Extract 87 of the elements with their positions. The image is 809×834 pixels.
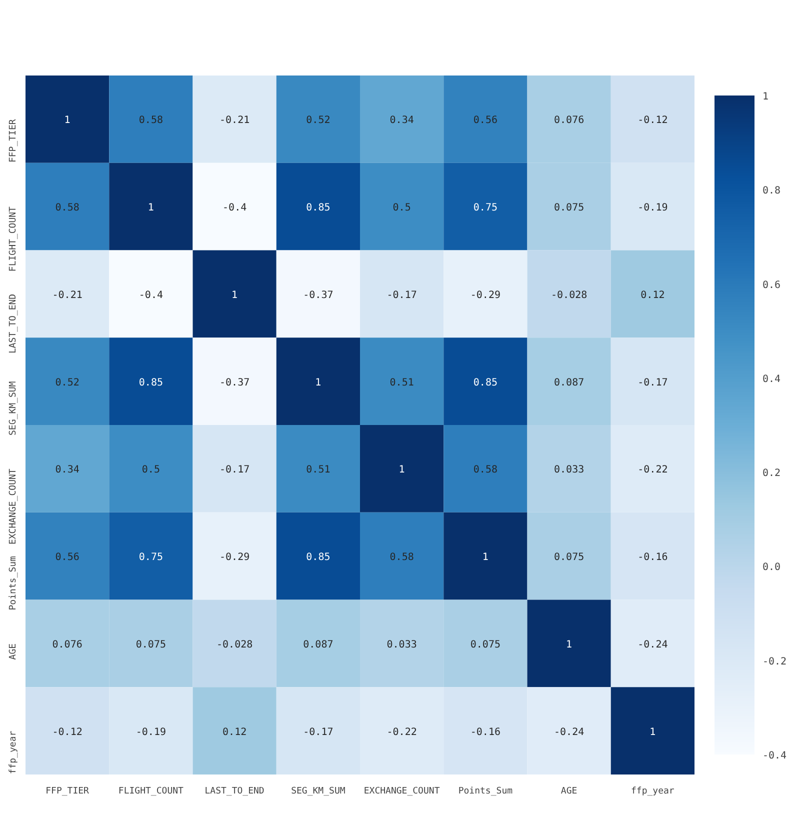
data-label: -0.028 xyxy=(216,639,253,650)
x-tick-label: FLIGHT_COUNT xyxy=(118,786,184,796)
data-label: 0.58 xyxy=(390,552,414,564)
data-label: 0.85 xyxy=(306,552,330,564)
color-bar-label: 0.0 xyxy=(762,562,781,574)
data-label: 0.075 xyxy=(470,639,500,650)
data-label: -0.22 xyxy=(638,464,668,476)
data-label: 0.75 xyxy=(138,552,163,564)
y-tick-label: EXCHANGE_COUNT xyxy=(8,468,18,545)
data-label: 0.033 xyxy=(554,464,584,476)
data-label: -0.16 xyxy=(470,726,500,738)
data-label: 0.075 xyxy=(554,202,584,214)
data-label: 0.85 xyxy=(138,377,163,388)
data-label: 1 xyxy=(650,726,656,738)
data-label: -0.24 xyxy=(638,639,668,650)
data-label: 0.75 xyxy=(473,202,498,214)
data-label: 0.34 xyxy=(55,464,80,476)
x-tick-label: EXCHANGE_COUNT xyxy=(364,786,440,796)
data-label: -0.17 xyxy=(386,290,417,301)
color-bar-label: -0.4 xyxy=(762,750,787,762)
data-label: -0.028 xyxy=(551,290,588,301)
data-label: 0.52 xyxy=(306,115,330,126)
x-tick-label: FFP_TIER xyxy=(46,786,90,796)
data-label: 0.076 xyxy=(52,639,82,650)
x-tick-label: SEG_KM_SUM xyxy=(291,786,346,796)
data-label: 1 xyxy=(315,377,322,388)
data-label: -0.12 xyxy=(638,115,668,126)
data-label: 1 xyxy=(398,464,405,476)
data-label: 0.075 xyxy=(554,552,584,564)
data-label: -0.29 xyxy=(220,552,250,564)
data-label: 0.56 xyxy=(473,115,498,126)
data-label: 0.076 xyxy=(554,115,584,126)
data-label: 0.087 xyxy=(554,377,584,388)
data-label: -0.21 xyxy=(220,115,250,126)
data-label: 0.075 xyxy=(136,639,166,650)
data-label: 1 xyxy=(482,552,488,564)
data-label: -0.37 xyxy=(303,290,334,301)
data-label: 0.34 xyxy=(390,115,414,126)
x-tick-label: ffp_year xyxy=(631,786,675,796)
data-label: -0.4 xyxy=(138,290,163,301)
data-label: 0.58 xyxy=(473,464,498,476)
data-label: -0.17 xyxy=(220,464,250,476)
y-tick-label: AGE xyxy=(8,643,18,660)
data-label: 1 xyxy=(566,639,572,650)
y-tick-label: FLIGHT_COUNT xyxy=(8,206,18,272)
data-label: 0.52 xyxy=(55,377,80,388)
y-tick-label: SEG_KM_SUM xyxy=(8,380,18,436)
data-label: -0.21 xyxy=(52,290,82,301)
color-bar-label: 0.2 xyxy=(762,468,781,480)
data-label: 0.58 xyxy=(138,115,163,126)
data-label: 1 xyxy=(64,115,70,126)
data-label: 0.85 xyxy=(306,202,330,214)
data-label: 0.5 xyxy=(142,464,160,476)
data-label: 0.85 xyxy=(473,377,498,388)
data-label: 0.51 xyxy=(390,377,414,388)
color-bar-label: -0.2 xyxy=(762,656,787,668)
x-tick-label: Points_Sum xyxy=(458,786,513,796)
color-bar-label: 0.6 xyxy=(762,280,781,291)
data-label: 0.56 xyxy=(55,552,80,564)
color-bar-label: 1 xyxy=(762,92,769,102)
color-bar-label: 0.4 xyxy=(762,374,781,385)
y-tick-label: LAST_TO_END xyxy=(8,294,18,354)
data-label: -0.17 xyxy=(638,377,668,388)
data-label: -0.29 xyxy=(470,290,500,301)
x-tick-label: AGE xyxy=(560,786,578,796)
data-label: -0.37 xyxy=(220,377,250,388)
data-label: 0.087 xyxy=(303,639,334,650)
data-label: -0.16 xyxy=(638,552,668,564)
data-label: 1 xyxy=(232,290,238,301)
data-label: 0.58 xyxy=(55,202,80,214)
data-label: -0.4 xyxy=(222,202,247,214)
data-label: 0.51 xyxy=(306,464,330,476)
color-bar-label: 0.8 xyxy=(762,186,781,197)
data-label: 1 xyxy=(148,202,154,214)
data-label: -0.17 xyxy=(303,726,334,738)
data-label: 0.5 xyxy=(392,202,411,214)
x-tick-label: LAST_TO_END xyxy=(204,786,264,796)
data-label: -0.12 xyxy=(52,726,82,738)
y-tick-label: Points_Sum xyxy=(8,556,18,610)
data-label: -0.19 xyxy=(638,202,668,214)
data-label: 0.12 xyxy=(640,290,665,301)
y-tick-label: FFP_TIER xyxy=(8,118,18,163)
data-label: -0.24 xyxy=(554,726,584,738)
data-label: 0.12 xyxy=(222,726,247,738)
data-label: 0.033 xyxy=(386,639,417,650)
data-label: -0.19 xyxy=(136,726,166,738)
data-label: -0.22 xyxy=(386,726,417,738)
